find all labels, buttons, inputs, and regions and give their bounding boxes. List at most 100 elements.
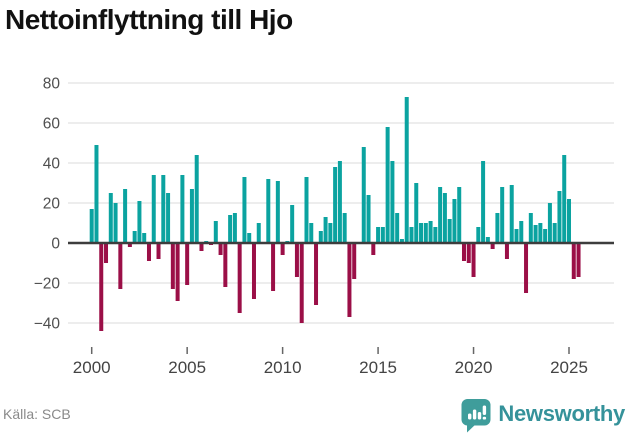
bar-2016Q4	[409, 227, 414, 243]
bar-2023Q2	[533, 225, 538, 243]
bar-2008Q3	[251, 243, 256, 299]
bar-2007Q3	[232, 213, 237, 243]
bar-2013Q4	[352, 243, 357, 279]
bar-2009Q4	[275, 181, 280, 243]
bar-2003Q4	[161, 175, 166, 243]
bar-2011Q1	[299, 243, 304, 323]
bar-2015Q4	[390, 161, 395, 243]
bar-2017Q1	[414, 183, 419, 243]
bar-2000Q3	[99, 243, 104, 331]
bar-2015Q1	[376, 227, 381, 243]
bar-2023Q3	[538, 223, 543, 243]
bar-2018Q3	[442, 193, 447, 243]
bar-2004Q3	[175, 243, 180, 301]
y-axis-label--20: −20	[34, 276, 61, 293]
bar-2004Q4	[180, 175, 185, 243]
x-axis-label-2015: 2015	[359, 358, 397, 377]
bar-2000Q4	[104, 243, 109, 263]
bar-2014Q4	[371, 243, 376, 255]
brand-name: Newsworthy	[498, 401, 625, 426]
bar-2005Q2	[189, 189, 194, 243]
y-axis-label-60: 60	[43, 116, 61, 133]
bar-2007Q2	[228, 215, 233, 243]
bar-2013Q3	[347, 243, 352, 317]
bar-2024Q3	[557, 191, 562, 243]
bar-2021Q4	[504, 243, 509, 259]
bar-2020Q2	[476, 227, 481, 243]
bar-2013Q1	[337, 161, 342, 243]
bar-2022Q1	[509, 185, 514, 243]
bar-2000Q1	[89, 209, 94, 243]
bar-2012Q2	[323, 217, 328, 243]
bar-2006Q4	[218, 243, 223, 255]
bar-2003Q3	[156, 243, 161, 259]
bar-2003Q1	[146, 243, 151, 261]
y-axis-label-40: 40	[43, 156, 61, 173]
bar-2007Q4	[237, 243, 242, 313]
bar-2018Q4	[447, 219, 452, 243]
bar-2005Q1	[185, 243, 190, 285]
bar-2004Q2	[170, 243, 175, 289]
bar-2001Q4	[123, 189, 128, 243]
bar-2020Q4	[485, 237, 490, 243]
bar-2025Q1	[567, 199, 571, 243]
bar-2012Q1	[318, 231, 323, 243]
x-axis-label-2000: 2000	[73, 358, 111, 377]
bar-2021Q3	[500, 187, 505, 243]
x-axis-label-2005: 2005	[168, 358, 206, 377]
bar-2020Q3	[481, 161, 486, 243]
bar-2005Q4	[199, 243, 204, 251]
bar-2008Q2	[247, 233, 252, 243]
source-label: Källa: SCB	[3, 406, 71, 422]
bar-2014Q3	[366, 195, 371, 243]
bar-2019Q1	[452, 199, 457, 243]
bar-2017Q2	[419, 223, 424, 243]
bar-2010Q3	[290, 205, 295, 243]
footer: Källa: SCB Newsworthy	[0, 393, 631, 435]
bar-2004Q1	[166, 193, 171, 243]
bar-2001Q3	[118, 243, 123, 289]
bar-2000Q2	[94, 145, 99, 243]
bar-2014Q2	[361, 147, 366, 243]
bar-2011Q4	[314, 243, 319, 305]
bar-2016Q1	[395, 213, 400, 243]
bar-2009Q3	[271, 243, 276, 291]
bar-2018Q2	[438, 187, 443, 243]
bar-2016Q3	[404, 97, 409, 243]
bar-2002Q4	[142, 233, 147, 243]
bar-2011Q3	[309, 223, 314, 243]
bar-2012Q4	[333, 167, 338, 243]
bar-2001Q2	[113, 203, 118, 243]
bar-chart-speech-bubble-icon	[461, 399, 491, 433]
bar-2008Q4	[256, 223, 261, 243]
x-axis-label-2020: 2020	[455, 358, 493, 377]
y-axis-label--40: −40	[34, 316, 61, 333]
bar-2023Q4	[543, 229, 548, 243]
bar-2001Q1	[108, 193, 113, 243]
bar-2016Q2	[399, 239, 404, 243]
bar-2023Q1	[528, 213, 533, 243]
bar-2024Q4	[562, 155, 567, 243]
bar-2015Q2	[380, 227, 385, 243]
chart-svg: 80 60 40 20 0 −20 −40 2000 2005 2010 2015 2020 2025	[34, 76, 614, 377]
bar-2024Q2	[552, 223, 557, 243]
bar-2010Q4	[294, 243, 299, 277]
bar-2024Q1	[547, 203, 552, 243]
bar-2007Q1	[223, 243, 228, 287]
bar-2022Q3	[519, 221, 524, 243]
x-axis-label-2025: 2025	[550, 358, 588, 377]
bar-2011Q2	[304, 177, 309, 243]
bar-2025Q2	[571, 243, 576, 279]
bar-2009Q2	[266, 179, 271, 243]
bar-2012Q3	[328, 223, 333, 243]
x-axis-label-2010: 2010	[264, 358, 302, 377]
chart-title: Nettoinflyttning till Hjo	[5, 4, 293, 35]
bar-2019Q4	[466, 243, 471, 263]
y-axis-label-20: 20	[43, 196, 61, 213]
bar-2017Q4	[428, 221, 433, 243]
bar-2017Q3	[423, 223, 428, 243]
bar-2021Q2	[495, 213, 500, 243]
bar-2018Q1	[433, 227, 438, 243]
bar-2025Q3	[576, 243, 581, 277]
bar-2020Q1	[471, 243, 476, 277]
